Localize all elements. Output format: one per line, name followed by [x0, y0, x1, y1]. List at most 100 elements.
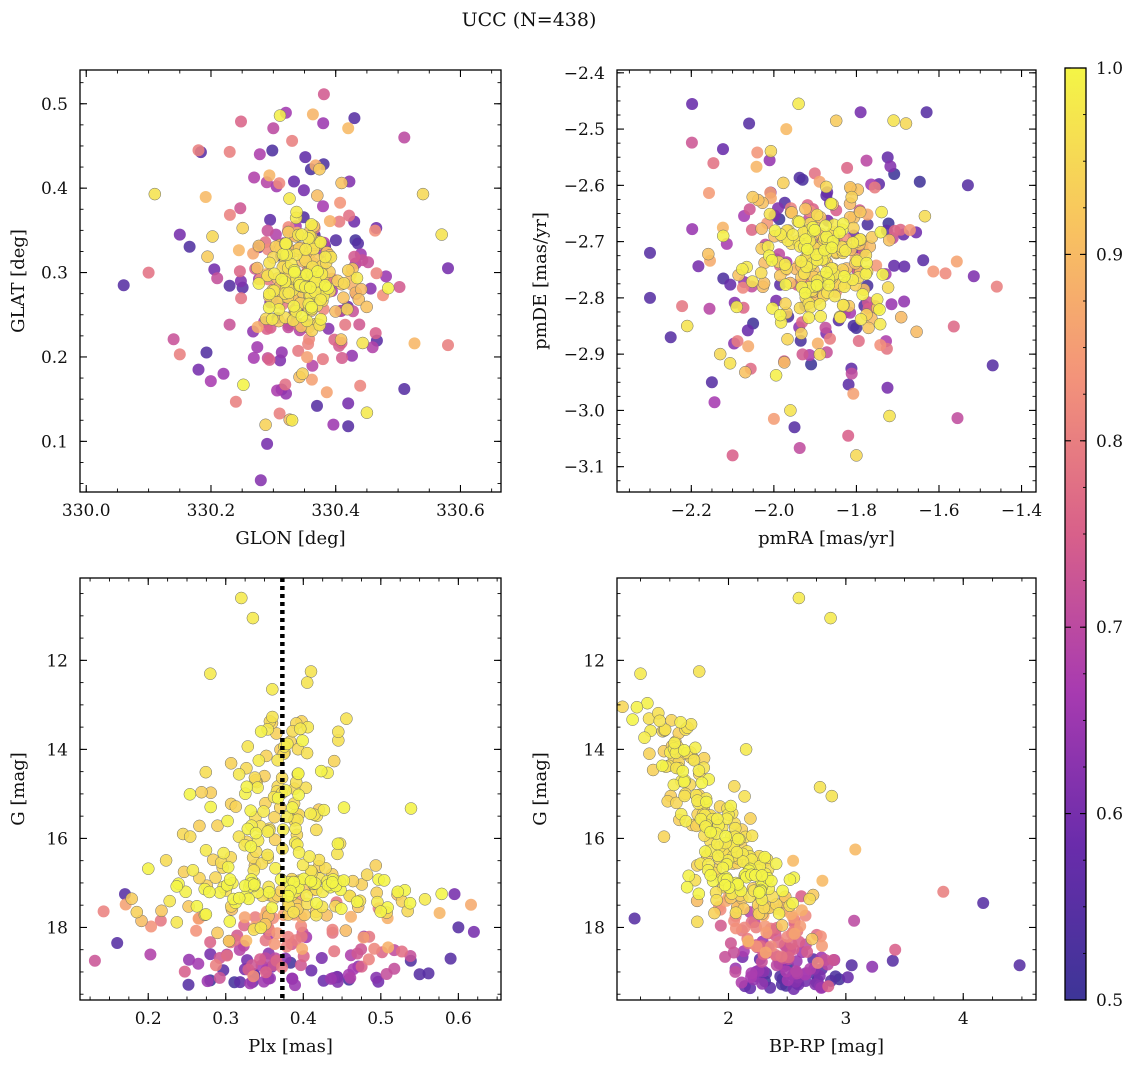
data-point: [360, 868, 374, 881]
data-point: [356, 336, 369, 350]
data-point: [729, 906, 743, 919]
data-point: [300, 676, 314, 689]
data-point: [699, 845, 712, 858]
data-point: [738, 790, 751, 803]
data-point: [289, 822, 302, 835]
data-point: [881, 281, 895, 294]
data-point: [781, 974, 794, 987]
data-point: [326, 876, 339, 889]
data-point: [279, 237, 293, 250]
data-point: [292, 767, 305, 780]
data-point: [644, 246, 656, 259]
data-point: [951, 412, 964, 425]
data-point: [292, 788, 305, 802]
data-point: [265, 313, 279, 326]
data-point: [323, 215, 336, 228]
data-point: [816, 939, 828, 952]
data-point: [299, 243, 312, 256]
y-tick-label: 16: [583, 829, 605, 849]
scatter-points: [88, 591, 480, 992]
data-point: [261, 224, 274, 237]
data-point: [784, 404, 797, 417]
data-point: [398, 383, 411, 395]
data-point: [790, 965, 803, 978]
data-point: [680, 319, 694, 333]
data-point: [337, 291, 350, 304]
data-point: [767, 412, 780, 425]
data-point: [395, 945, 408, 958]
data-point: [252, 754, 266, 767]
data-point: [859, 267, 873, 281]
data-point: [814, 310, 827, 323]
data-point: [240, 934, 253, 947]
data-point: [204, 667, 217, 680]
data-point: [744, 812, 757, 825]
data-point: [724, 937, 737, 950]
data-point: [324, 972, 337, 985]
data-point: [760, 926, 773, 939]
data-point: [977, 897, 990, 909]
data-point: [705, 376, 718, 389]
data-point: [369, 224, 382, 237]
y-tick-label: 0.2: [41, 348, 68, 368]
data-point: [295, 228, 308, 241]
data-point: [374, 905, 387, 918]
data-point: [775, 950, 788, 963]
data-point: [687, 753, 701, 767]
data-point: [467, 925, 480, 938]
data-point: [341, 264, 355, 277]
data-point: [306, 108, 319, 121]
data-point: [266, 144, 279, 157]
data-point: [827, 954, 840, 966]
data-point: [686, 223, 699, 236]
data-point: [676, 300, 689, 313]
data-point: [273, 407, 286, 420]
data-point: [939, 267, 952, 280]
data-point: [354, 379, 367, 392]
y-axis-label: GLAT [deg]: [8, 229, 29, 333]
data-point: [816, 874, 829, 887]
data-point: [731, 335, 744, 348]
data-point: [296, 858, 310, 872]
data-point: [824, 197, 838, 210]
data-point: [792, 97, 805, 111]
data-point: [144, 948, 157, 961]
data-point: [717, 143, 729, 156]
data-point: [841, 161, 854, 174]
data-point: [788, 927, 801, 940]
x-tick-label: −2.2: [671, 501, 712, 521]
data-point: [335, 902, 348, 915]
data-point: [686, 98, 699, 110]
data-point: [315, 952, 328, 964]
data-point: [849, 843, 862, 856]
data-point: [334, 333, 348, 346]
data-point: [881, 151, 894, 164]
data-point: [927, 265, 940, 278]
data-point: [159, 854, 173, 867]
data-point: [381, 281, 395, 295]
data-point: [626, 713, 639, 726]
data-point: [268, 833, 282, 847]
data-point: [163, 894, 176, 908]
data-point: [729, 922, 742, 935]
data-point: [874, 339, 887, 351]
data-point: [117, 279, 130, 292]
data-point: [750, 160, 763, 173]
data-point: [885, 298, 898, 311]
y-tick-label: −2.6: [564, 176, 605, 196]
data-point: [685, 136, 698, 149]
data-point: [287, 299, 301, 313]
data-point: [728, 780, 741, 793]
data-point: [296, 734, 309, 747]
data-point: [244, 804, 257, 817]
data-point: [247, 351, 260, 364]
data-point: [805, 358, 818, 371]
y-tick-label: 0.5: [41, 95, 68, 115]
x-axis-label: Plx [mas]: [248, 1036, 333, 1057]
data-point: [244, 840, 258, 853]
data-point: [223, 915, 237, 928]
data-point: [853, 205, 867, 219]
data-point: [751, 146, 764, 159]
data-point: [199, 908, 213, 921]
data-point: [889, 943, 902, 956]
